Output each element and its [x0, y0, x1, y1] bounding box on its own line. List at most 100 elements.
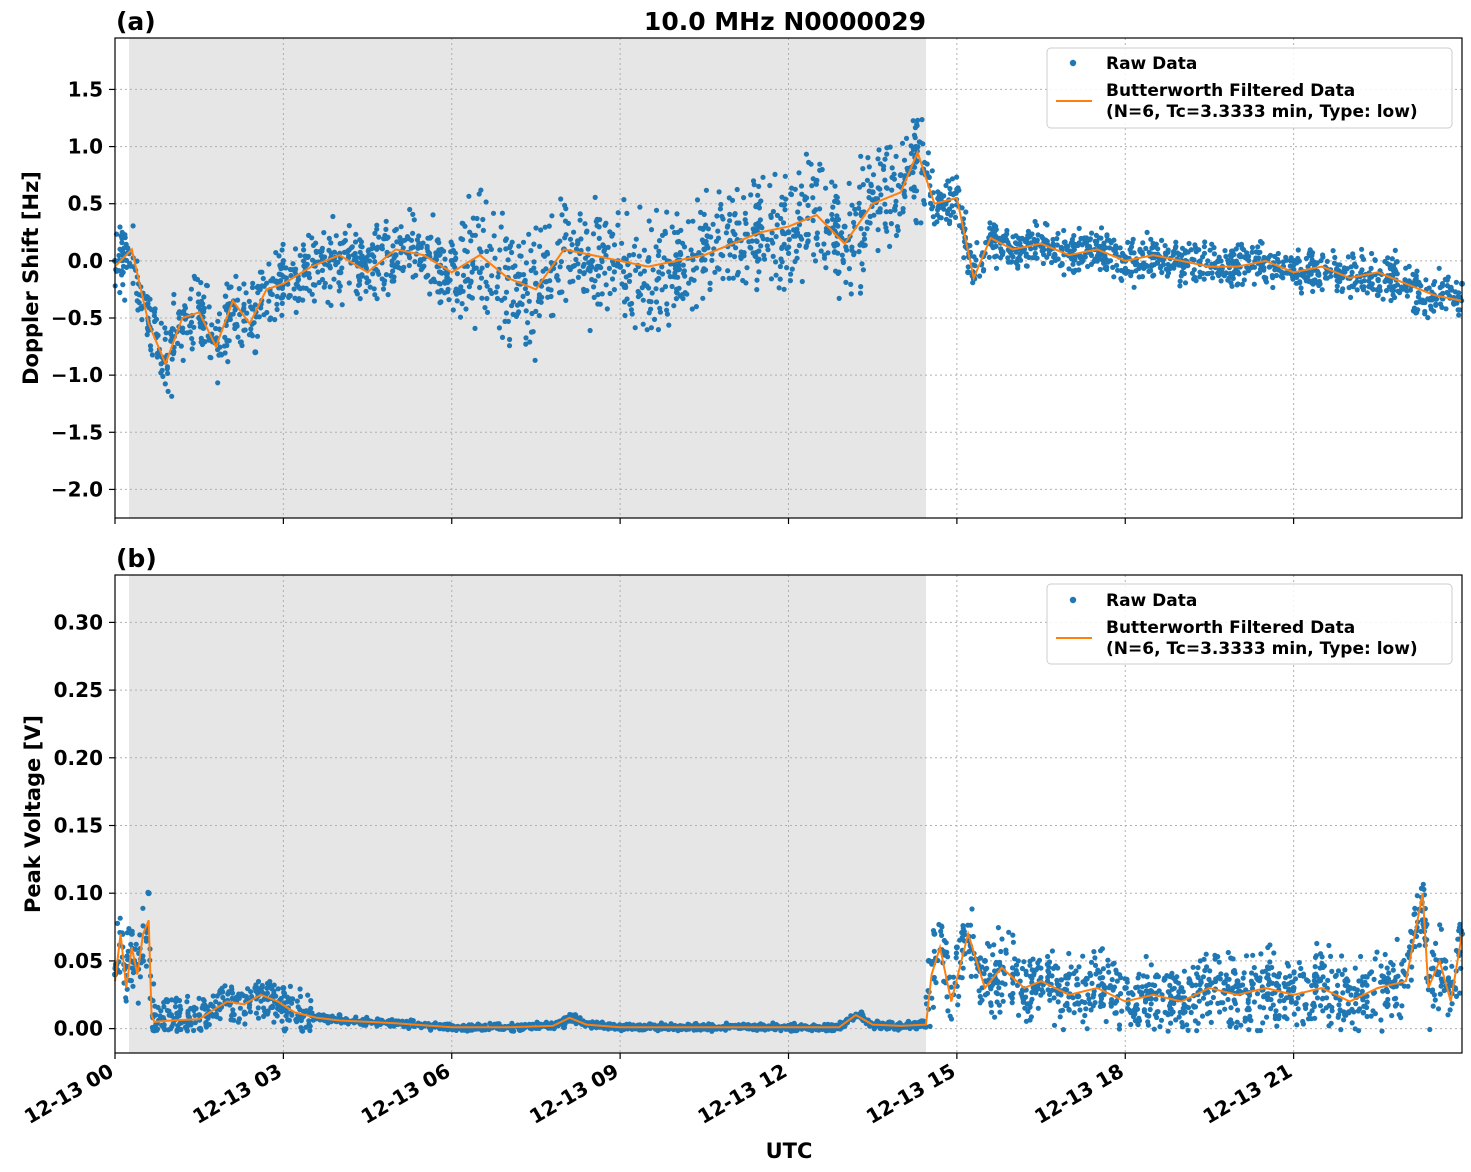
raw-data-point [366, 252, 372, 258]
raw-data-point [1216, 959, 1222, 965]
raw-data-point [889, 187, 895, 193]
raw-data-point [1201, 244, 1207, 250]
raw-data-point [601, 248, 607, 254]
raw-data-point [1422, 311, 1428, 317]
raw-data-point [130, 280, 136, 286]
raw-data-point [1364, 974, 1370, 980]
raw-data-point [858, 284, 864, 290]
raw-data-point [1206, 270, 1212, 277]
raw-data-point [833, 193, 839, 199]
raw-data-point [537, 243, 543, 249]
raw-data-point [1375, 278, 1381, 284]
raw-data-point [1328, 273, 1334, 279]
raw-data-point [1013, 233, 1019, 239]
raw-data-point [727, 252, 733, 258]
raw-data-point [1190, 964, 1196, 970]
raw-data-point [1292, 1000, 1299, 1006]
raw-data-point [990, 245, 996, 251]
raw-data-point [283, 1013, 289, 1019]
raw-data-point [1159, 237, 1165, 243]
raw-data-point [734, 186, 740, 193]
raw-data-point [1066, 1007, 1072, 1013]
panel-a-label: (a) [116, 7, 156, 36]
raw-data-point [627, 272, 633, 278]
raw-data-point [319, 245, 325, 251]
raw-data-point [901, 157, 908, 163]
raw-data-point [162, 381, 168, 387]
raw-data-point [1069, 236, 1075, 243]
raw-data-point [1191, 257, 1197, 263]
raw-data-point [1139, 984, 1145, 990]
raw-data-point [1160, 257, 1166, 264]
raw-data-point [527, 339, 533, 345]
raw-data-point [383, 218, 389, 224]
raw-data-point [849, 202, 855, 208]
raw-data-point [1235, 980, 1241, 986]
raw-data-point [380, 286, 387, 292]
raw-data-point [271, 278, 277, 284]
raw-data-point [661, 255, 667, 261]
raw-data-point [640, 321, 646, 327]
raw-data-point [1433, 302, 1439, 308]
raw-data-point [1122, 976, 1128, 982]
raw-data-point [1297, 280, 1303, 286]
raw-data-point [731, 254, 738, 260]
raw-data-point [253, 1010, 259, 1016]
raw-data-point [1445, 274, 1451, 280]
raw-data-point [678, 251, 684, 258]
raw-data-point [480, 227, 486, 233]
raw-data-point [1199, 1013, 1206, 1019]
raw-data-point [180, 357, 186, 363]
raw-data-point [163, 330, 169, 336]
raw-data-point [239, 342, 245, 349]
raw-data-point [567, 236, 574, 242]
raw-data-point [1359, 267, 1365, 273]
raw-data-point [1348, 294, 1354, 300]
raw-data-point [554, 273, 560, 279]
raw-data-point [519, 301, 525, 307]
raw-data-point [689, 306, 695, 312]
raw-data-point [1383, 288, 1390, 294]
raw-data-point [1389, 256, 1395, 262]
raw-data-point [866, 195, 872, 201]
raw-data-point [533, 270, 539, 276]
raw-data-point [1206, 976, 1212, 983]
raw-data-point [555, 277, 561, 283]
raw-data-point [346, 223, 352, 229]
raw-data-point [817, 161, 823, 167]
raw-data-point [166, 1008, 172, 1014]
raw-data-point [1380, 296, 1386, 302]
raw-data-point [1285, 963, 1291, 969]
raw-data-point [463, 306, 469, 312]
raw-data-point [1004, 227, 1010, 234]
raw-data-point [954, 174, 960, 180]
raw-data-point [1177, 283, 1183, 289]
raw-data-point [1449, 1001, 1455, 1007]
raw-data-point [1019, 249, 1025, 255]
raw-data-point [1420, 881, 1426, 888]
panel-a-legend-filtered-label: Butterworth Filtered Data [1106, 81, 1355, 101]
raw-data-point [1383, 1000, 1389, 1006]
raw-data-point [1298, 965, 1304, 972]
raw-data-point [1200, 995, 1207, 1001]
raw-data-point [114, 920, 121, 927]
raw-data-point [988, 1002, 994, 1008]
raw-data-point [1222, 1006, 1228, 1012]
raw-data-point [882, 221, 888, 227]
raw-data-point [143, 938, 149, 944]
raw-data-point [494, 295, 501, 302]
raw-data-point [1265, 976, 1271, 982]
raw-data-point [289, 1012, 295, 1018]
raw-data-point [316, 279, 322, 286]
raw-data-point [1096, 235, 1102, 241]
raw-data-point [1430, 987, 1436, 993]
raw-data-point [1438, 926, 1444, 932]
raw-data-point [945, 178, 951, 184]
raw-data-point [726, 195, 732, 201]
raw-data-point [1307, 247, 1313, 253]
raw-data-point [1295, 1006, 1301, 1012]
raw-data-point [1013, 962, 1020, 968]
raw-data-point [581, 270, 587, 276]
raw-data-point [497, 247, 503, 253]
raw-data-point [503, 289, 510, 295]
